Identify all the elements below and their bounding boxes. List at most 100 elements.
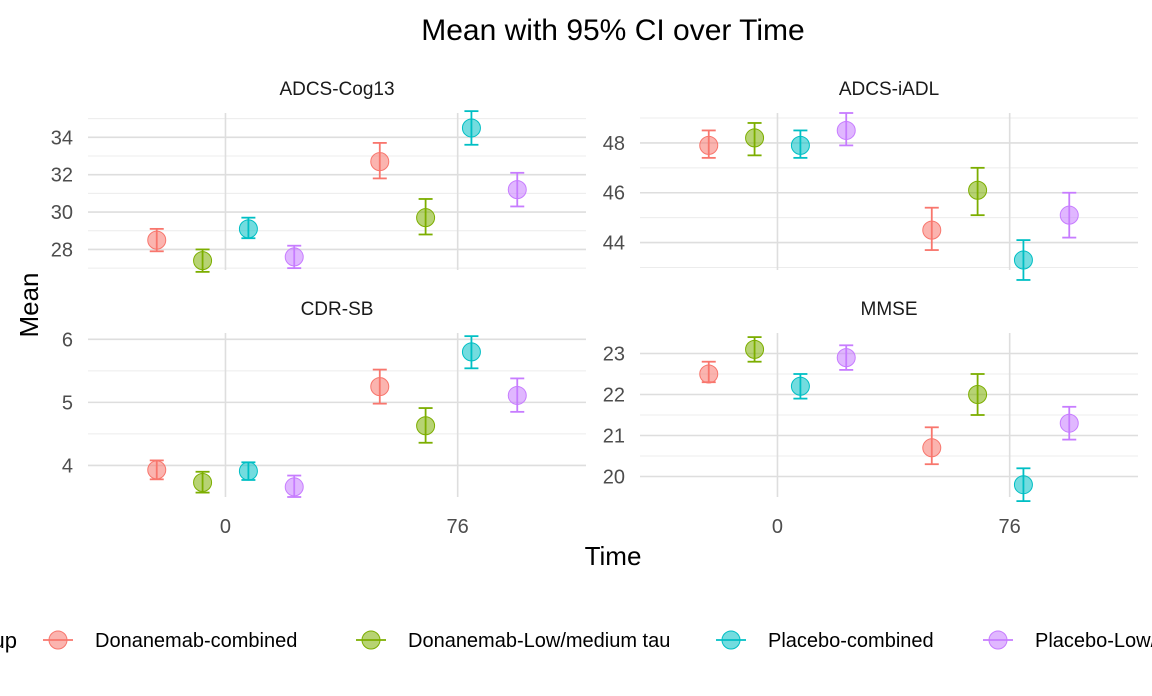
data-point-donanemab-combined — [922, 206, 942, 251]
panel-adcs-iadl: ADCS-iADL 44 46 48 — [603, 79, 1138, 281]
data-point-donanemab-low-medium-tau — [968, 373, 988, 416]
point-marker — [416, 416, 436, 436]
point-marker — [370, 152, 390, 172]
point-marker — [968, 180, 988, 200]
legend-key-marker — [48, 630, 68, 650]
x-tick-label: 0 — [220, 516, 231, 538]
legend-label: Placebo-combined — [768, 630, 934, 652]
point-marker — [147, 230, 167, 250]
point-marker — [1059, 205, 1079, 225]
panel-title: MMSE — [861, 299, 918, 320]
data-point-donanemab-low-medium-tau — [745, 336, 765, 363]
y-tick-label: 32 — [51, 165, 73, 187]
point-marker — [922, 438, 942, 458]
data-point-placebo-combined — [790, 373, 810, 400]
data-point-placebo-low-medium-tau — [507, 171, 527, 208]
legend-key-marker — [721, 630, 741, 650]
data-point-placebo-combined — [461, 335, 481, 370]
data-point-placebo-combined — [238, 216, 258, 240]
point-marker — [922, 220, 942, 240]
data-point-donanemab-combined — [699, 129, 719, 159]
y-tick-label: 21 — [603, 426, 625, 448]
point-marker — [745, 128, 765, 148]
y-tick-label: 20 — [603, 467, 625, 489]
point-marker — [284, 247, 304, 267]
data-point-donanemab-low-medium-tau — [416, 198, 436, 236]
y-tick-label: 34 — [51, 127, 73, 149]
y-tick-label: 28 — [51, 239, 73, 261]
data-point-donanemab-combined — [147, 459, 167, 481]
data-point-donanemab-combined — [699, 360, 719, 384]
data-point-placebo-low-medium-tau — [1059, 405, 1079, 441]
point-marker — [836, 120, 856, 140]
point-marker — [238, 219, 258, 239]
y-tick-label: 23 — [603, 344, 625, 366]
point-marker — [193, 472, 213, 492]
data-point-donanemab-low-medium-tau — [416, 407, 436, 444]
data-point-placebo-low-medium-tau — [284, 474, 304, 498]
point-marker — [193, 251, 213, 271]
point-marker — [461, 342, 481, 362]
y-tick-label: 22 — [603, 385, 625, 407]
legend-item-donanemab-low-medium-tau: Donanemab-Low/medium tau — [356, 630, 670, 652]
data-point-placebo-combined — [238, 461, 258, 481]
legend-label: Placebo-Low/medium tau — [1035, 630, 1152, 652]
legend-item-donanemab-combined: Donanemab-combined — [43, 630, 297, 652]
data-point-placebo-low-medium-tau — [507, 377, 527, 413]
legend: Group Donanemab-combined Donanemab-Low/me… — [0, 628, 1152, 653]
point-marker — [745, 339, 765, 359]
legend-key-marker — [988, 630, 1008, 650]
x-axis-label: Time — [585, 541, 642, 571]
data-point-placebo-combined — [1013, 239, 1033, 281]
legend-key-marker — [361, 630, 381, 650]
data-point-placebo-low-medium-tau — [284, 244, 304, 270]
point-marker — [836, 348, 856, 368]
data-point-placebo-combined — [790, 129, 810, 159]
y-axis-label: Mean — [14, 272, 44, 337]
point-marker — [699, 135, 719, 155]
y-tick-label: 30 — [51, 202, 73, 224]
y-tick-label: 48 — [603, 133, 625, 155]
y-tick-label: 44 — [603, 233, 625, 255]
point-marker — [416, 208, 436, 228]
y-tick-label: 46 — [603, 183, 625, 205]
data-point-placebo-low-medium-tau — [836, 344, 856, 371]
point-marker — [147, 460, 167, 480]
panel-title: ADCS-Cog13 — [279, 79, 394, 100]
point-marker — [790, 135, 810, 155]
data-point-placebo-low-medium-tau — [836, 112, 856, 147]
panel-cdr-sb: CDR-SB 4 5 6 0 76 — [62, 299, 586, 538]
point-marker — [461, 118, 481, 138]
data-point-placebo-combined — [461, 110, 481, 146]
point-marker — [238, 461, 258, 481]
data-point-placebo-low-medium-tau — [1059, 191, 1079, 239]
point-marker — [790, 376, 810, 396]
point-marker — [1059, 413, 1079, 433]
point-marker — [968, 385, 988, 404]
x-tick-label: 76 — [999, 516, 1021, 538]
point-marker — [507, 180, 527, 200]
panel-title: CDR-SB — [301, 299, 374, 320]
data-point-placebo-combined — [1013, 467, 1033, 503]
data-point-donanemab-combined — [370, 142, 390, 180]
y-tick-label: 6 — [62, 329, 73, 351]
data-point-donanemab-combined — [147, 227, 167, 253]
legend-item-placebo-low-medium-tau: Placebo-Low/medium tau — [983, 630, 1152, 652]
point-marker — [699, 364, 719, 384]
y-tick-label: 4 — [62, 455, 73, 477]
point-marker — [370, 377, 390, 397]
legend-label: Donanemab-combined — [95, 630, 297, 652]
legend-title: Group — [0, 628, 17, 653]
point-marker — [1013, 250, 1033, 270]
x-tick-label: 0 — [772, 516, 783, 538]
point-marker — [284, 477, 304, 497]
data-point-donanemab-low-medium-tau — [193, 248, 213, 273]
data-point-donanemab-combined — [370, 368, 390, 405]
legend-item-placebo-combined: Placebo-combined — [716, 630, 934, 652]
data-point-donanemab-low-medium-tau — [968, 166, 988, 217]
panels-layer: ADCS-Cog1328303234ADCS-iADL444648CDR-SB4… — [51, 79, 1138, 538]
point-marker — [1013, 475, 1033, 495]
panel-mmse: MMSE 20 21 22 23 0 76 — [603, 299, 1138, 538]
